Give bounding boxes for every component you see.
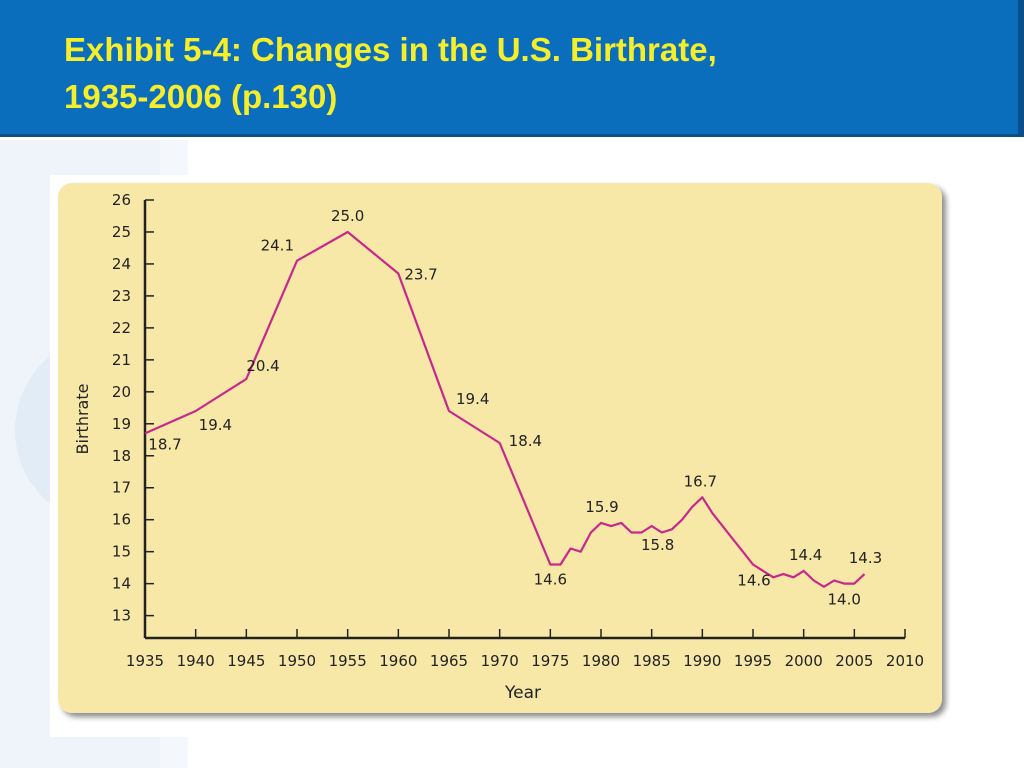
x-tick-label: 1960 [379,652,417,670]
y-tick-label: 26 [112,191,131,209]
x-tick-label: 1990 [683,652,721,670]
x-tick-label: 2010 [886,652,924,670]
data-label: 20.4 [246,357,279,375]
y-tick-label: 21 [112,351,131,369]
slide-header: Exhibit 5-4: Changes in the U.S. Birthra… [0,0,1024,137]
data-label: 19.4 [456,390,489,408]
y-tick-label: 17 [112,479,131,497]
y-tick-label: 24 [112,255,131,273]
x-tick-label: 1965 [430,652,468,670]
x-tick-label: 2000 [785,652,823,670]
header-edge [1018,0,1024,137]
x-axis-title: Year [504,683,541,703]
x-tick-label: 1940 [177,652,215,670]
y-tick-label: 18 [112,447,131,465]
x-tick-label: 1935 [126,652,164,670]
x-tick-label: 1980 [582,652,620,670]
y-axis-title: Birthrate [73,384,92,455]
data-label: 18.7 [148,435,181,453]
data-label: 24.1 [261,237,294,255]
data-label: 14.4 [789,546,822,564]
slide-title: Exhibit 5-4: Changes in the U.S. Birthra… [64,26,964,120]
x-tick-label: 1945 [227,652,265,670]
data-labels: 18.7 19.4 20.4 24.1 25.0 23.7 19.4 18.4 14.6 15.9… [148,207,882,609]
data-label: 18.4 [509,432,542,450]
y-tick-label: 20 [112,383,131,401]
data-label: 15.9 [585,498,618,516]
x-tick-label: 1995 [734,652,772,670]
data-label: 14.6 [534,570,567,588]
y-tick-label: 13 [112,607,131,625]
y-tick-label: 23 [112,287,131,305]
chart-container: 13 14 15 16 17 18 19 20 21 22 23 24 25 26 1935 1940 1945… [50,175,960,737]
data-label: 23.7 [404,266,437,284]
data-label: 16.7 [684,472,717,490]
x-tick-label: 1985 [633,652,671,670]
y-tick-label: 14 [112,575,131,593]
y-tick-label: 15 [112,543,131,561]
y-tick-label: 22 [112,319,131,337]
data-label: 14.0 [827,591,860,609]
y-tick-label: 25 [112,223,131,241]
slide-title-line-1: Exhibit 5-4: Changes in the U.S. Birthra… [64,31,717,68]
x-tick-label: 2005 [835,652,873,670]
x-tick-label: 1955 [329,652,367,670]
y-tick-label: 19 [112,415,131,433]
y-tick-label: 16 [112,511,131,529]
data-label: 25.0 [331,207,364,225]
birthrate-series-line [144,230,866,588]
slide-title-line-2: 1935-2006 (p.130) [64,78,338,115]
axes: 13 14 15 16 17 18 19 20 21 22 23 24 25 26 1935 1940 1945… [112,191,924,670]
x-tick-label: 1970 [481,652,519,670]
chart-panel [58,183,942,713]
data-label: 14.3 [849,549,882,567]
data-label: 19.4 [199,416,232,434]
birthrate-line-chart: 13 14 15 16 17 18 19 20 21 22 23 24 25 26 1935 1940 1945… [50,175,960,737]
x-tick-label: 1975 [531,652,569,670]
x-tick-label: 1950 [278,652,316,670]
data-label: 15.8 [641,536,674,554]
data-label: 14.6 [737,571,770,589]
